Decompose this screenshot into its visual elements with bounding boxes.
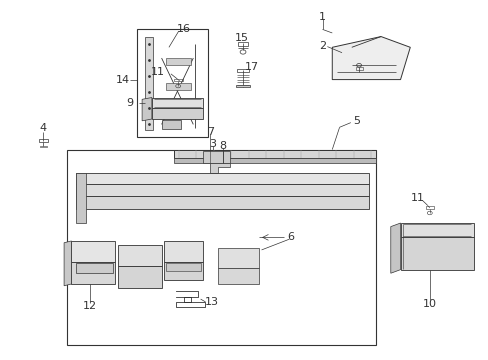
Text: 11: 11 xyxy=(410,193,424,203)
Bar xyxy=(166,83,190,90)
Polygon shape xyxy=(166,263,200,271)
Text: 1: 1 xyxy=(318,12,325,22)
Polygon shape xyxy=(390,223,400,273)
Text: 16: 16 xyxy=(176,24,190,35)
Polygon shape xyxy=(76,196,368,209)
Polygon shape xyxy=(142,98,152,121)
Bar xyxy=(237,42,248,45)
Text: 5: 5 xyxy=(352,116,360,126)
Polygon shape xyxy=(76,173,86,223)
Bar xyxy=(66,149,375,345)
Bar xyxy=(173,79,182,81)
Polygon shape xyxy=(400,237,473,270)
Polygon shape xyxy=(217,248,259,268)
Polygon shape xyxy=(217,268,259,284)
Polygon shape xyxy=(210,163,229,173)
Bar xyxy=(166,58,190,65)
Polygon shape xyxy=(118,244,161,266)
Text: 11: 11 xyxy=(151,67,165,77)
Text: 9: 9 xyxy=(126,98,133,108)
Polygon shape xyxy=(64,241,71,286)
Text: 10: 10 xyxy=(422,299,436,309)
Polygon shape xyxy=(118,266,161,288)
Polygon shape xyxy=(331,37,409,80)
Bar xyxy=(425,206,433,209)
Polygon shape xyxy=(203,151,229,163)
Bar xyxy=(355,67,362,69)
Text: 17: 17 xyxy=(244,62,258,72)
Polygon shape xyxy=(76,263,113,273)
Bar xyxy=(39,139,47,142)
Text: 4: 4 xyxy=(40,123,46,133)
Polygon shape xyxy=(76,173,368,184)
Bar xyxy=(40,145,46,147)
Polygon shape xyxy=(152,108,203,119)
Text: 3: 3 xyxy=(209,139,216,149)
Polygon shape xyxy=(71,241,115,262)
Bar xyxy=(235,85,250,87)
Text: 2: 2 xyxy=(318,41,325,50)
Text: 14: 14 xyxy=(115,75,129,85)
Text: 13: 13 xyxy=(204,297,218,307)
Text: 7: 7 xyxy=(206,127,213,136)
Text: 15: 15 xyxy=(235,33,248,43)
Text: 12: 12 xyxy=(82,301,97,311)
Polygon shape xyxy=(71,262,115,284)
Text: 6: 6 xyxy=(287,232,294,242)
Bar xyxy=(161,120,181,129)
Text: 8: 8 xyxy=(219,141,225,151)
Polygon shape xyxy=(400,223,473,237)
Polygon shape xyxy=(173,158,375,163)
Bar xyxy=(236,69,249,72)
Polygon shape xyxy=(163,241,203,262)
Polygon shape xyxy=(173,149,375,158)
Polygon shape xyxy=(76,184,368,196)
Polygon shape xyxy=(163,262,203,280)
Polygon shape xyxy=(152,98,203,108)
Bar xyxy=(137,30,207,137)
Bar xyxy=(144,37,153,130)
